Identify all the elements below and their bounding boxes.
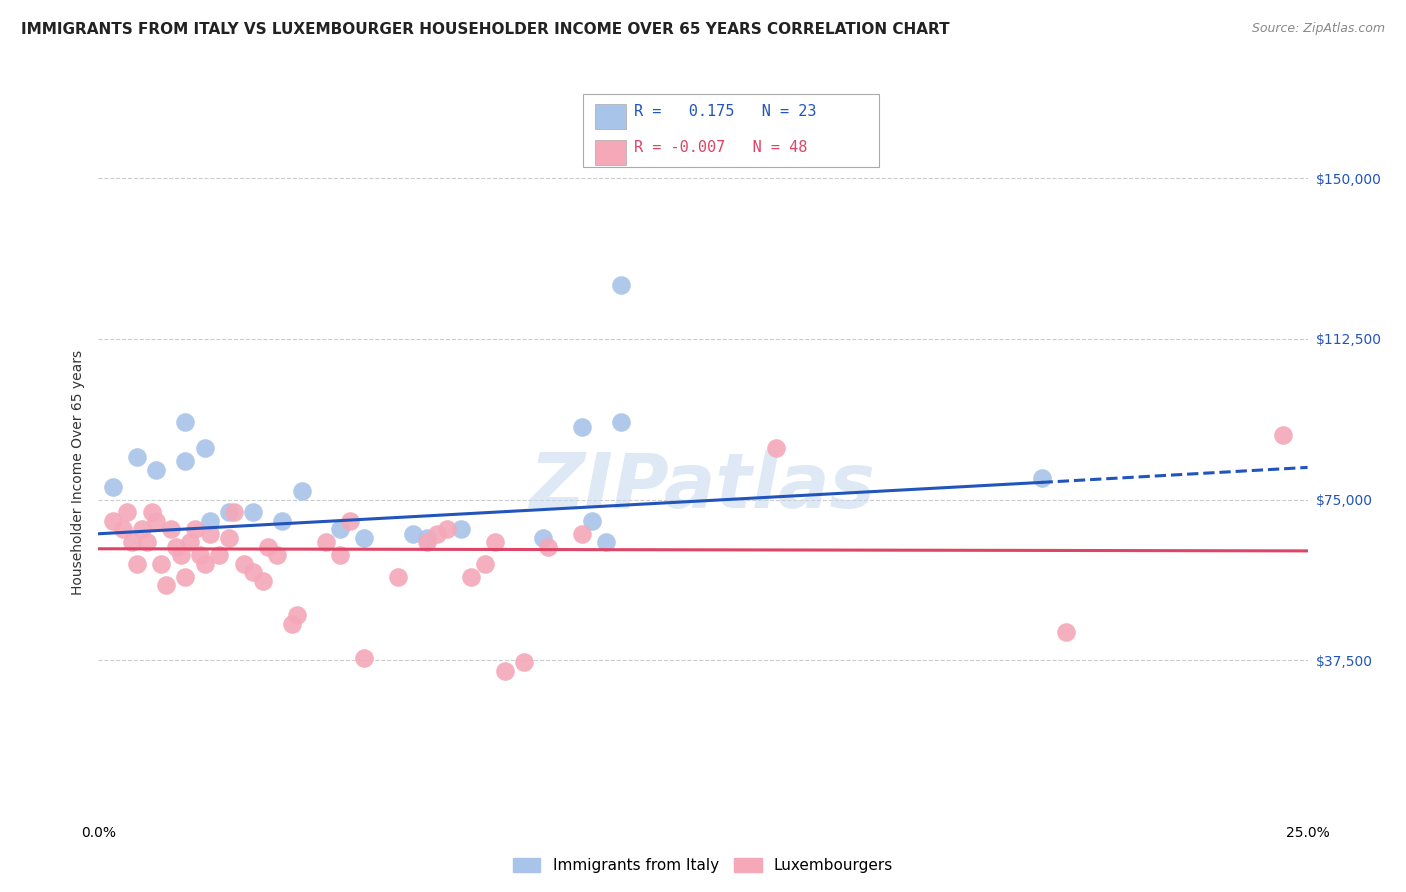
- Point: [281, 616, 304, 631]
- Point: [1272, 428, 1295, 442]
- Text: ZIPatlas: ZIPatlas: [530, 450, 876, 524]
- Point: [436, 523, 458, 537]
- Point: [131, 523, 153, 537]
- Point: [494, 664, 516, 678]
- Y-axis label: Householder Income Over 65 years: Householder Income Over 65 years: [72, 351, 86, 595]
- Point: [150, 557, 173, 571]
- Point: [145, 462, 167, 476]
- Point: [141, 505, 163, 519]
- Point: [218, 531, 240, 545]
- Point: [484, 535, 506, 549]
- Point: [581, 514, 603, 528]
- Point: [531, 531, 554, 545]
- Point: [252, 574, 274, 588]
- Point: [160, 523, 183, 537]
- Text: R = -0.007   N = 48: R = -0.007 N = 48: [634, 140, 807, 155]
- Point: [595, 535, 617, 549]
- Point: [353, 531, 375, 545]
- Point: [174, 416, 197, 430]
- Point: [127, 557, 149, 571]
- Point: [174, 454, 197, 468]
- Legend: Immigrants from Italy, Luxembourgers: Immigrants from Italy, Luxembourgers: [506, 852, 900, 880]
- Point: [194, 557, 217, 571]
- Point: [242, 566, 264, 580]
- Point: [169, 548, 191, 562]
- Point: [194, 441, 217, 455]
- Point: [571, 419, 593, 434]
- Text: Source: ZipAtlas.com: Source: ZipAtlas.com: [1251, 22, 1385, 36]
- Point: [1054, 625, 1077, 640]
- Point: [127, 450, 149, 464]
- Point: [610, 278, 633, 293]
- Point: [416, 531, 439, 545]
- Point: [184, 523, 207, 537]
- Point: [315, 535, 337, 549]
- Point: [329, 548, 352, 562]
- Point: [290, 483, 312, 498]
- Point: [416, 535, 439, 549]
- Point: [266, 548, 288, 562]
- Point: [610, 416, 633, 430]
- Point: [450, 523, 472, 537]
- Point: [329, 523, 352, 537]
- Point: [426, 526, 449, 541]
- Text: IMMIGRANTS FROM ITALY VS LUXEMBOURGER HOUSEHOLDER INCOME OVER 65 YEARS CORRELATI: IMMIGRANTS FROM ITALY VS LUXEMBOURGER HO…: [21, 22, 949, 37]
- Point: [101, 480, 124, 494]
- Point: [256, 540, 278, 554]
- Point: [474, 557, 496, 571]
- Point: [165, 540, 187, 554]
- Point: [537, 540, 560, 554]
- Point: [765, 441, 787, 455]
- Point: [571, 526, 593, 541]
- Point: [174, 569, 197, 583]
- Point: [513, 655, 536, 669]
- Point: [460, 569, 482, 583]
- Point: [135, 535, 157, 549]
- Point: [111, 523, 134, 537]
- Point: [101, 514, 124, 528]
- Point: [198, 514, 221, 528]
- Point: [208, 548, 231, 562]
- Text: R =   0.175   N = 23: R = 0.175 N = 23: [634, 104, 817, 120]
- Point: [117, 505, 139, 519]
- Point: [155, 578, 177, 592]
- Point: [222, 505, 245, 519]
- Point: [339, 514, 361, 528]
- Point: [387, 569, 409, 583]
- Point: [1031, 471, 1053, 485]
- Point: [188, 548, 211, 562]
- Point: [402, 526, 425, 541]
- Point: [218, 505, 240, 519]
- Point: [179, 535, 201, 549]
- Point: [198, 526, 221, 541]
- Point: [121, 535, 143, 549]
- Point: [232, 557, 254, 571]
- Point: [285, 608, 308, 623]
- Point: [145, 514, 167, 528]
- Point: [353, 651, 375, 665]
- Point: [242, 505, 264, 519]
- Point: [271, 514, 294, 528]
